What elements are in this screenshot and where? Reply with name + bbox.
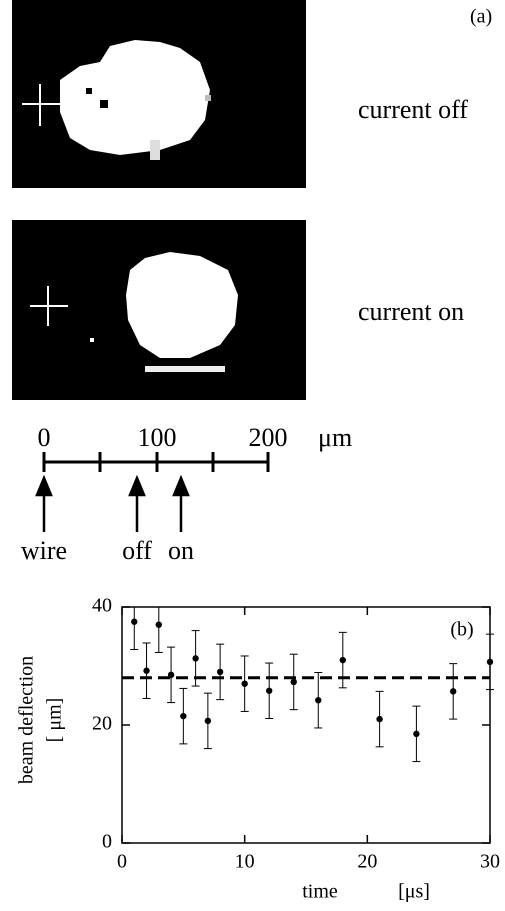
data-point [487, 659, 493, 665]
data-point [315, 697, 321, 703]
data-point [376, 716, 382, 722]
scale-label: 200 [249, 423, 288, 452]
scale-bar [44, 452, 268, 472]
arrow-label: wire [21, 536, 67, 565]
image-current-on [12, 220, 306, 400]
data-point [168, 672, 174, 678]
data-point [205, 718, 211, 724]
data-point [291, 679, 297, 685]
data-point [413, 731, 419, 737]
data-point [266, 688, 272, 694]
x-tick-label: 30 [480, 851, 500, 873]
data-point [192, 655, 198, 661]
y-axis-unit: [ μm] [44, 698, 66, 743]
arrow-label: on [168, 536, 194, 565]
y-tick-label: 40 [92, 595, 112, 617]
data-point [180, 713, 186, 719]
x-tick-label: 0 [117, 851, 127, 873]
data-point [241, 681, 247, 687]
x-axis-label: time [302, 881, 338, 903]
x-tick-label: 10 [235, 851, 255, 873]
caption: current on [358, 297, 464, 326]
data-point [131, 619, 137, 625]
scale-unit: μm [318, 423, 352, 452]
x-axis-unit: [μs] [398, 881, 430, 903]
caption: current off [358, 95, 468, 124]
panel-label: (a) [470, 6, 492, 28]
x-tick-label: 20 [357, 851, 377, 873]
panel-label: (b) [450, 619, 473, 641]
y-tick-label: 0 [102, 831, 112, 853]
data-point [340, 657, 346, 663]
figure: (a) current off current on 0 100 200 μm … [0, 0, 505, 911]
y-tick-label: 20 [92, 713, 112, 735]
data-point [156, 622, 162, 628]
scale-label: 100 [138, 423, 177, 452]
image-current-off [12, 0, 306, 188]
data-point [450, 688, 456, 694]
scale-label: 0 [38, 423, 51, 452]
arrow-label: off [122, 536, 152, 565]
plot-frame [122, 607, 490, 843]
y-axis-label: beam deflection [16, 656, 38, 784]
data-point [143, 668, 149, 674]
data-point [217, 669, 223, 675]
arrows [37, 478, 188, 532]
